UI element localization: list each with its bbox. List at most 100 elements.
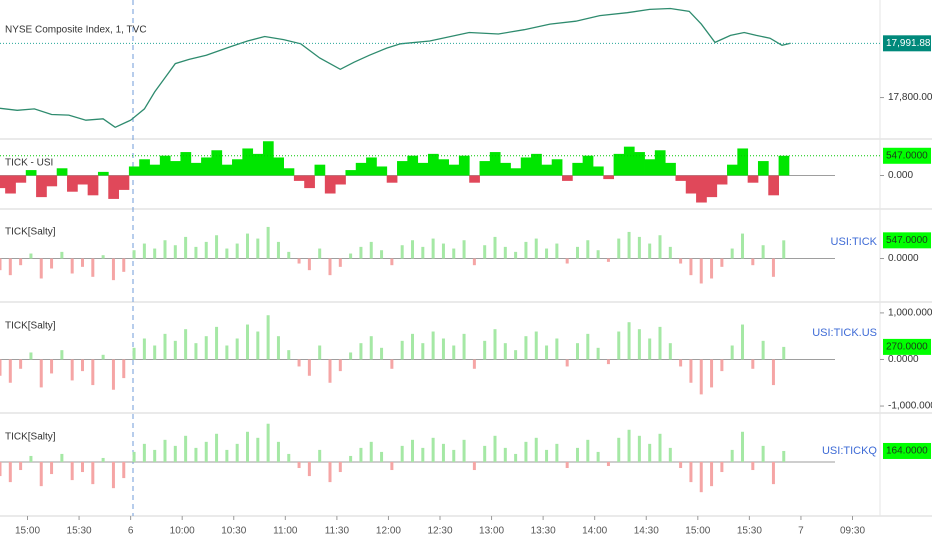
bar	[730, 248, 734, 259]
bar	[101, 354, 105, 360]
bar	[534, 437, 538, 462]
bar	[184, 435, 188, 462]
bar	[483, 445, 487, 462]
bar	[266, 423, 270, 462]
area-column	[603, 175, 614, 180]
bar	[142, 338, 146, 360]
bar	[606, 359, 610, 365]
bar	[431, 437, 435, 462]
area-column	[56, 168, 68, 176]
area-column	[551, 159, 563, 176]
area-column	[520, 157, 532, 176]
last-value-badge	[883, 232, 931, 249]
area-column	[139, 159, 150, 176]
bar	[596, 250, 600, 259]
bar	[483, 245, 487, 259]
bar	[359, 343, 363, 360]
bar	[699, 258, 703, 284]
area-column	[448, 164, 460, 176]
bar	[431, 238, 435, 259]
area-column	[211, 150, 223, 176]
area-column	[644, 159, 656, 176]
bar	[173, 340, 177, 360]
bar	[555, 338, 559, 360]
bar	[771, 461, 775, 485]
bar	[782, 450, 786, 462]
bar	[699, 461, 703, 493]
bar	[50, 359, 54, 374]
bar	[122, 461, 126, 479]
bar	[441, 443, 445, 462]
bar	[338, 461, 342, 473]
area-column	[706, 175, 718, 198]
area-column	[159, 155, 171, 176]
bar	[297, 359, 301, 367]
pane-title: TICK[Salty]	[5, 227, 56, 238]
area-column	[366, 157, 377, 176]
bar	[761, 245, 765, 259]
bar	[39, 461, 43, 487]
bar	[70, 359, 74, 381]
bar	[617, 437, 621, 462]
area-column	[613, 153, 625, 176]
bar	[472, 359, 476, 369]
x-tick-label: 11:30	[325, 526, 350, 537]
bar	[472, 258, 476, 266]
bar	[689, 258, 693, 276]
bar	[132, 250, 136, 259]
bar	[91, 359, 95, 386]
bar	[689, 359, 693, 383]
bar	[194, 343, 198, 360]
bar	[153, 248, 157, 259]
bar	[462, 333, 466, 360]
pane-title: TICK - USI	[5, 158, 53, 169]
bar	[19, 461, 23, 471]
bar	[534, 238, 538, 259]
area-column	[572, 162, 584, 176]
bar	[390, 461, 394, 471]
bar	[514, 251, 518, 259]
bar	[163, 439, 167, 462]
area-column	[438, 159, 449, 176]
x-tick-label: 15:00	[685, 526, 710, 537]
area-column	[685, 175, 697, 194]
bar	[493, 236, 497, 259]
last-value-label: 547.0000	[886, 235, 928, 246]
bar	[225, 449, 229, 462]
bar	[8, 359, 12, 383]
area-column	[77, 175, 89, 185]
bar	[441, 338, 445, 360]
bar	[741, 324, 744, 360]
bar	[782, 240, 786, 259]
bar	[411, 439, 414, 462]
bar	[782, 346, 786, 360]
bar	[204, 241, 208, 259]
area-column	[737, 148, 749, 176]
bar	[514, 350, 518, 360]
bar	[328, 359, 332, 383]
bar	[668, 343, 672, 360]
area-column	[654, 150, 666, 176]
area-column	[128, 166, 140, 176]
bar	[184, 329, 188, 360]
area-column	[180, 152, 192, 176]
area-column	[335, 175, 346, 185]
area-column	[0, 175, 6, 189]
bar	[235, 338, 239, 360]
bar	[101, 255, 105, 259]
bar	[627, 322, 631, 360]
bar	[679, 461, 683, 469]
bar	[751, 461, 755, 471]
bar	[101, 457, 105, 462]
pane-title: TICK[Salty]	[5, 321, 56, 332]
bar	[19, 258, 23, 266]
bar	[246, 324, 249, 360]
area-column	[510, 168, 522, 176]
bar	[266, 315, 270, 360]
bar	[751, 359, 755, 369]
bar	[472, 461, 476, 471]
bar	[0, 461, 2, 477]
area-column	[67, 175, 78, 192]
area-column	[118, 175, 130, 190]
